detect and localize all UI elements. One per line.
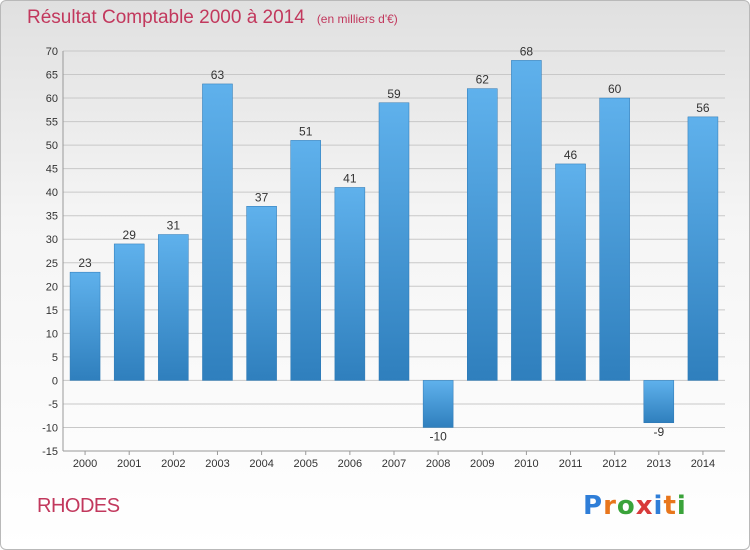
chart-title-unit: (en milliers d'€) bbox=[316, 12, 398, 26]
data-label: 46 bbox=[564, 148, 578, 162]
y-tick-label: 20 bbox=[46, 281, 58, 293]
x-tick-label: 2008 bbox=[426, 458, 450, 470]
x-tick-label: 2005 bbox=[293, 458, 317, 470]
data-label: 56 bbox=[696, 101, 710, 115]
x-tick-label: 2010 bbox=[514, 458, 538, 470]
y-tick-label: 45 bbox=[46, 164, 58, 176]
y-tick-label: 5 bbox=[52, 352, 58, 364]
y-tick-label: 35 bbox=[46, 211, 58, 223]
logo-letter: i bbox=[653, 491, 664, 521]
x-tick-label: 2007 bbox=[382, 458, 406, 470]
y-tick-label: 50 bbox=[46, 140, 58, 152]
y-tick-label: 65 bbox=[46, 70, 58, 82]
y-tick-label: 40 bbox=[46, 187, 58, 199]
bar bbox=[290, 140, 321, 381]
data-label: 41 bbox=[343, 171, 357, 185]
x-tick-label: 2006 bbox=[338, 458, 362, 470]
data-label: -10 bbox=[429, 429, 447, 443]
logo-letter: P bbox=[583, 491, 604, 521]
data-label: 62 bbox=[476, 73, 490, 87]
x-tick-label: 2004 bbox=[249, 458, 273, 470]
x-tick-label: 2014 bbox=[691, 458, 715, 470]
data-label: 37 bbox=[255, 190, 269, 204]
data-label: 29 bbox=[123, 228, 137, 242]
x-tick-label: 2013 bbox=[647, 458, 671, 470]
x-tick-label: 2001 bbox=[117, 458, 141, 470]
chart-title: Résultat Comptable 2000 à 2014 (en millie… bbox=[27, 7, 398, 29]
bar bbox=[422, 380, 454, 428]
bar bbox=[467, 88, 498, 381]
bar bbox=[511, 60, 542, 381]
data-label: 51 bbox=[299, 124, 313, 138]
bar bbox=[599, 97, 630, 381]
bar bbox=[687, 116, 719, 381]
y-tick-label: 70 bbox=[46, 46, 58, 58]
x-tick-label: 2011 bbox=[559, 458, 583, 470]
proxiti-logo: Proxiti bbox=[583, 491, 687, 521]
logo-letter: r bbox=[603, 491, 617, 521]
logo-letter: x bbox=[635, 491, 654, 521]
bar bbox=[334, 187, 366, 381]
data-label: 63 bbox=[211, 68, 225, 82]
data-label: -9 bbox=[653, 425, 664, 439]
logo-letter: t bbox=[663, 491, 677, 521]
y-tick-label: -15 bbox=[42, 446, 58, 458]
bar bbox=[555, 163, 586, 381]
data-label: 59 bbox=[387, 87, 401, 101]
x-tick-label: 2000 bbox=[73, 458, 97, 470]
logo-letter: i bbox=[676, 491, 687, 521]
bar bbox=[69, 271, 101, 381]
x-tick-label: 2012 bbox=[602, 458, 626, 470]
chart-title-main: Résultat Comptable 2000 à 2014 bbox=[27, 7, 305, 28]
bar bbox=[246, 206, 277, 381]
y-tick-label: 25 bbox=[46, 258, 58, 270]
y-tick-label: -5 bbox=[48, 399, 58, 411]
logo-letter: o bbox=[616, 491, 636, 521]
bar bbox=[643, 380, 675, 424]
y-tick-label: 10 bbox=[46, 328, 58, 340]
data-label: 60 bbox=[608, 82, 622, 96]
bar bbox=[378, 102, 410, 381]
bar bbox=[158, 234, 189, 381]
data-label: 68 bbox=[520, 44, 534, 58]
bar bbox=[113, 243, 145, 381]
x-tick-label: 2002 bbox=[161, 458, 185, 470]
y-tick-label: 55 bbox=[46, 117, 58, 129]
data-label: 23 bbox=[78, 256, 92, 270]
y-tick-label: -10 bbox=[42, 422, 58, 434]
x-tick-label: 2003 bbox=[205, 458, 229, 470]
x-tick-label: 2009 bbox=[470, 458, 494, 470]
y-tick-label: 30 bbox=[46, 234, 58, 246]
bar bbox=[202, 83, 233, 381]
y-tick-label: 15 bbox=[46, 305, 58, 317]
y-tick-label: 60 bbox=[46, 93, 58, 105]
data-label: 31 bbox=[167, 219, 181, 233]
commune-name: RHODES bbox=[37, 495, 120, 517]
y-tick-label: 0 bbox=[52, 375, 58, 387]
